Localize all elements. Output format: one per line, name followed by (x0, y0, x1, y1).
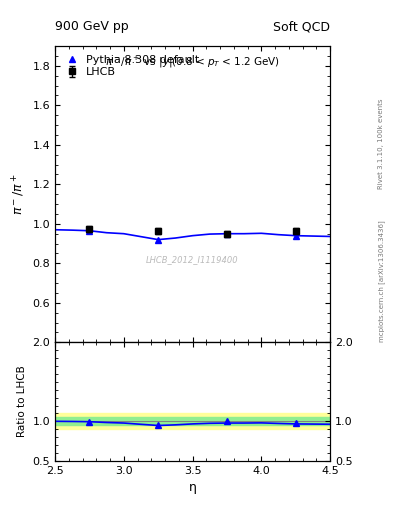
Text: mcplots.cern.ch [arXiv:1306.3436]: mcplots.cern.ch [arXiv:1306.3436] (378, 221, 385, 343)
X-axis label: η: η (189, 481, 196, 494)
Pythia 8.308 default (156, 237, 161, 243)
Bar (55, 417, 330, 425)
Line: Pythia 8.308 default: Pythia 8.308 default (86, 228, 299, 243)
Y-axis label: Ratio to LHCB: Ratio to LHCB (17, 366, 27, 437)
Text: Soft QCD: Soft QCD (273, 20, 330, 33)
Text: Rivet 3.1.10, 100k events: Rivet 3.1.10, 100k events (378, 98, 384, 188)
Pythia 8.308 default (294, 232, 298, 239)
Legend: Pythia 8.308 default, LHCB: Pythia 8.308 default, LHCB (61, 52, 203, 80)
Text: $\pi^-/\pi^+$ vs $|y|$(0.8 < $p_T$ < 1.2 GeV): $\pi^-/\pi^+$ vs $|y|$(0.8 < $p_T$ < 1.2… (105, 55, 280, 70)
Pythia 8.308 default (87, 228, 92, 234)
Y-axis label: $\pi^-/\pi^+$: $\pi^-/\pi^+$ (11, 174, 27, 215)
Pythia 8.308 default (225, 230, 230, 237)
Text: LHCB_2012_I1119400: LHCB_2012_I1119400 (146, 255, 239, 264)
Text: 900 GeV pp: 900 GeV pp (55, 20, 129, 33)
Bar (55, 413, 330, 429)
